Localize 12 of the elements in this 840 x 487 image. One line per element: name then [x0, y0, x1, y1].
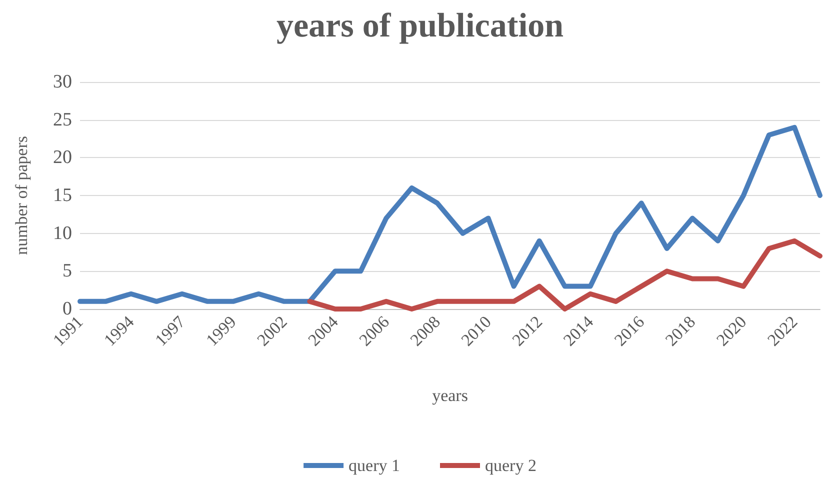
y-tick-label: 15 [53, 185, 72, 206]
y-tick-label: 20 [53, 147, 72, 168]
x-axis-title: years [432, 386, 468, 405]
y-tick-label: 10 [53, 222, 72, 244]
legend-label: query 2 [485, 456, 536, 475]
y-axis-title: number of papers [12, 136, 31, 255]
y-tick-label: 30 [53, 72, 72, 92]
y-tick-label: 5 [62, 260, 72, 282]
y-tick-label: 25 [53, 109, 72, 130]
y-tick-label: 0 [62, 298, 72, 320]
legend-label: query 1 [348, 456, 400, 475]
chart-title: years of publication [276, 8, 564, 44]
